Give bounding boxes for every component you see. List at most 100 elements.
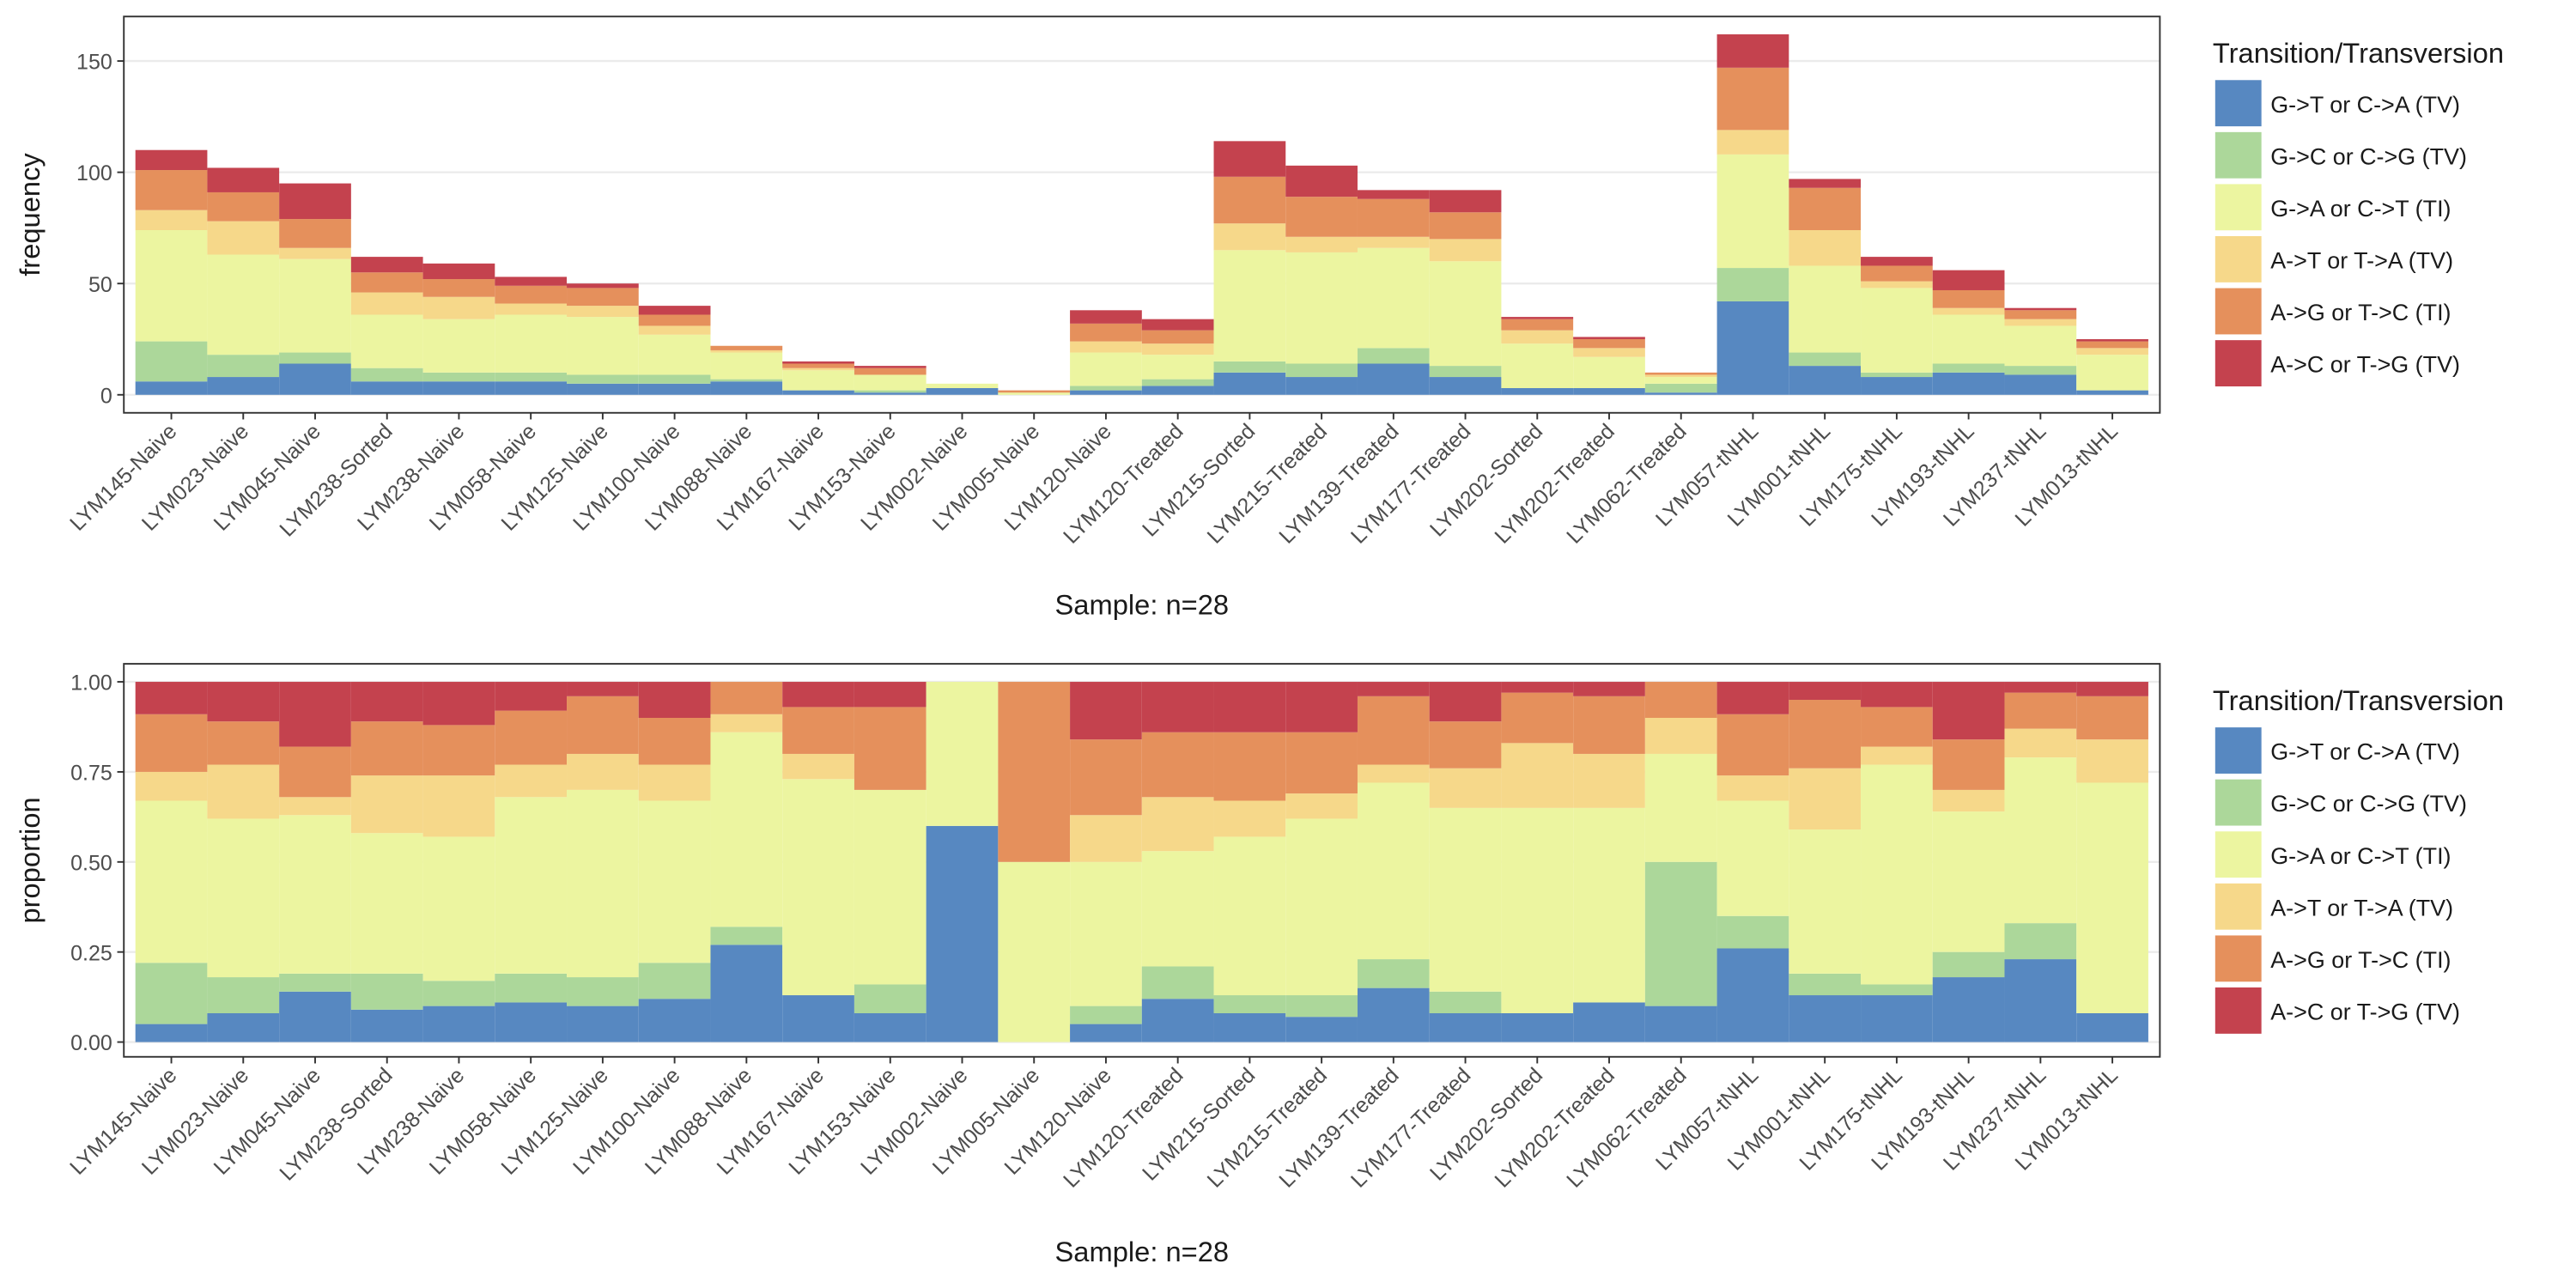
bar-segment [1789,230,1862,266]
bar-segment [207,355,280,378]
bar-segment [1644,377,1717,384]
bar-segment [1644,861,1717,1006]
bar-segment [1141,330,1214,344]
bar-segment [350,973,423,1010]
bar-segment [1141,319,1214,331]
y-tick-label: 0.25 [70,941,112,965]
bar-segment [2004,923,2077,960]
bar-segment [1789,995,1862,1042]
bar-segment [207,191,280,222]
bar-segment [710,732,783,927]
bar-segment [1357,682,1430,696]
bar-segment [279,219,351,248]
bar-segment [1429,1013,1502,1042]
bar-segment [1644,392,1717,395]
bar-segment [135,714,208,772]
bar-segment [567,283,639,289]
bar-segment [350,1009,423,1042]
bar-segment [2004,959,2077,1042]
bar-segment [495,1002,568,1042]
bar-segment [1213,995,1286,1014]
bar-segment [567,696,639,754]
y-tick-label: 50 [88,273,112,297]
bar-segment [1789,682,1862,701]
bar-segment [1861,377,1933,395]
y-tick-label: 1.00 [70,671,112,696]
bar-segment [135,341,208,382]
bar-segment [567,789,639,978]
bar-segment [854,368,927,375]
bar-segment [2076,338,2148,342]
bar-segment [1861,265,1933,282]
bar-segment [1716,948,1789,1042]
bar-segment [1213,836,1286,996]
legend-swatch [2213,130,2263,180]
bar-segment [135,210,208,231]
y-tick-label: 100 [76,161,112,185]
bar-segment [135,1024,208,1042]
y-tick-label: 0 [100,384,112,408]
bar-segment [1213,176,1286,224]
bar-segment [1357,190,1430,199]
bar-segment [135,963,208,1024]
bar-segment [495,285,568,304]
bar-segment [1357,987,1430,1042]
bar-segment [495,797,568,974]
bar-segment [2004,366,2077,375]
y-tick-label: 0.50 [70,851,112,875]
bar-segment [135,381,208,395]
bar-segment [1573,1002,1645,1042]
bar-segment [1141,386,1214,395]
bar-segment [1141,355,1214,380]
bar-segment [782,707,854,754]
bar-segment [350,381,423,395]
bar-segment [422,263,495,280]
legend-label: G->T or C->A (TV) [2270,92,2460,118]
bar-segment [279,682,351,747]
bar-segment [1716,714,1789,776]
bar-segment [495,682,568,711]
bar-segment [567,682,639,696]
bar-segment [1213,141,1286,177]
legend-swatch [2213,777,2263,828]
bar-segment [1861,281,1933,289]
bar-segment [495,710,568,765]
bar-segment [1070,682,1142,740]
bar-segment [1213,361,1286,373]
bar-segment [2076,682,2148,696]
bar-segment [422,279,495,297]
bar-segment [1070,323,1142,342]
bar-segment [1429,682,1502,722]
bar-segment [567,317,639,375]
bar-segment [1573,682,1645,696]
bar-segment [1861,995,1933,1042]
bar-segment [567,1005,639,1042]
bar-segment [710,381,783,395]
bar-segment [782,361,854,364]
bar-segment [135,230,208,342]
bar-segment [422,1005,495,1042]
bar-segment [638,999,711,1042]
bar-segment [2076,739,2148,783]
bar-segment [638,800,711,963]
bar-segment [495,973,568,1003]
y-axis-title: frequency [14,153,46,276]
bar-segment [2004,728,2077,758]
bar-segment [350,833,423,974]
bar-segment [1213,250,1286,361]
bar-segment [1070,815,1142,862]
bar-segment [2004,374,2077,395]
legend-swatch [2213,286,2263,337]
bar-segment [1932,289,2005,308]
bar-segment [926,825,999,1042]
bar-segment [1501,343,1574,389]
bar-segment [1644,374,1717,378]
bar-segment [854,707,927,790]
bar-segment [926,682,999,826]
bar-segment [279,797,351,816]
bar-segment [1573,753,1645,808]
y-tick-label: 0.00 [70,1031,112,1055]
y-tick-label: 150 [76,51,112,75]
bar-segment [1429,366,1502,378]
bar-segment [1716,915,1789,949]
